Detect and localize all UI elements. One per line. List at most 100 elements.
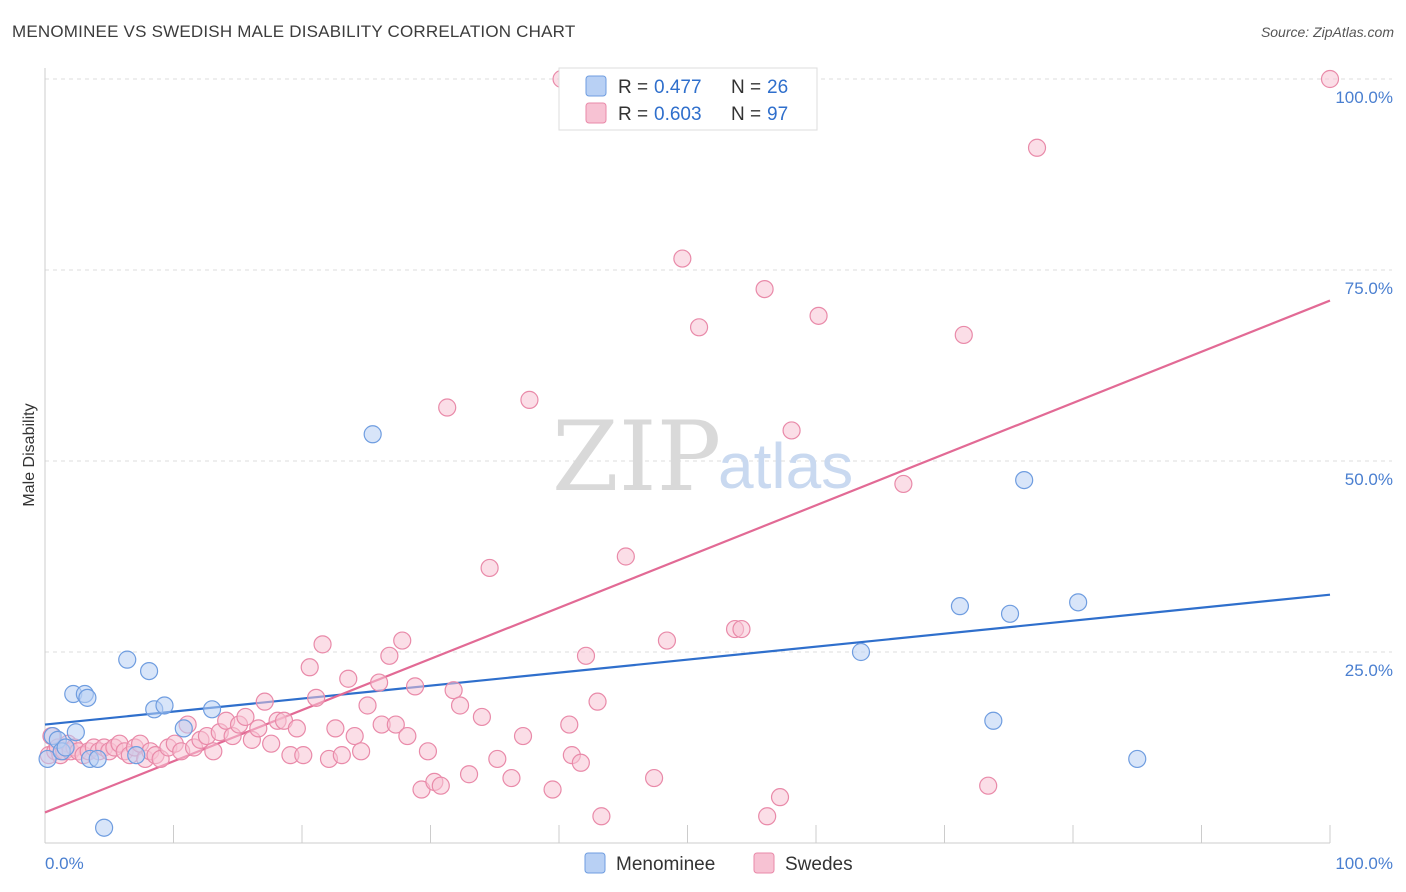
swedes-point-47	[294, 746, 313, 765]
menominee-point-24	[1015, 471, 1034, 490]
swedes-point-54	[339, 669, 358, 688]
y-tick-label-50: 50.0%	[1345, 470, 1393, 489]
swedes-point-57	[358, 696, 377, 715]
menominee-points	[38, 425, 1147, 837]
menominee-point-10	[88, 749, 107, 769]
swedes-point-90	[673, 249, 692, 268]
correlation-legend: R = 0.477 N = 26 R = 0.603 N = 97	[558, 67, 818, 131]
menominee-point-25	[1069, 593, 1088, 612]
legend-n-value-pink: 97	[767, 104, 788, 125]
gridlines	[45, 78, 1392, 653]
menominee-point-12	[118, 650, 137, 669]
menominee-point-17	[174, 719, 193, 738]
legend-r-label-blue: R =	[618, 77, 648, 98]
swedes-point-62	[393, 631, 412, 650]
swedes-point-50	[313, 635, 332, 654]
legend-swatch-blue	[585, 75, 607, 97]
swedes-point-99	[894, 474, 913, 494]
watermark-atlas: atlas	[718, 430, 853, 502]
swedes-point-86	[592, 807, 611, 826]
menominee-point-8	[78, 688, 97, 707]
swedes-point-60	[380, 646, 399, 665]
menominee-point-14	[139, 661, 159, 681]
swedes-point-81	[560, 715, 579, 734]
y-axis-tick-labels: 25.0% 50.0% 75.0% 100.0%	[1335, 88, 1393, 680]
menominee-trend-line	[44, 593, 1331, 726]
menominee-point-0	[38, 749, 57, 769]
menominee-point-21	[950, 597, 970, 616]
swedes-point-95	[758, 807, 777, 826]
bottom-legend-label-swedes: Swedes	[785, 854, 853, 875]
swedes-point-70	[444, 681, 463, 700]
menominee-point-16	[155, 696, 174, 715]
x-tick-label-min: 0.0%	[45, 854, 84, 873]
swedes-point-72	[459, 765, 479, 784]
swedes-point-84	[576, 646, 596, 665]
swedes-point-101	[979, 776, 998, 795]
x-tick-label-max: 100.0%	[1335, 854, 1393, 873]
swedes-point-98	[809, 306, 828, 325]
menominee-point-22	[984, 711, 1003, 730]
menominee-point-20	[851, 642, 871, 662]
swedes-point-76	[502, 768, 521, 788]
swedes-point-74	[480, 558, 499, 578]
menominee-point-13	[127, 746, 146, 765]
menominee-point-26	[1128, 749, 1147, 769]
swedes-point-79	[543, 780, 562, 799]
swedes-point-77	[513, 726, 533, 746]
menominee-point-4	[56, 738, 75, 757]
swedes-point-61	[386, 715, 405, 734]
legend-r-value-pink: 0.603	[654, 104, 702, 125]
swedes-point-42	[262, 734, 281, 753]
swedes-point-69	[438, 398, 457, 417]
swedes-point-87	[616, 547, 635, 566]
swedes-point-66	[418, 742, 438, 761]
menominee-point-23	[1000, 604, 1020, 623]
bottom-legend-label-menominee: Menominee	[616, 854, 715, 875]
menominee-point-6	[66, 723, 85, 742]
x-axis-ticks	[44, 825, 1331, 843]
y-tick-label-25: 25.0%	[1345, 661, 1393, 680]
swedes-point-91	[689, 318, 709, 337]
menominee-point-18	[202, 700, 222, 719]
swedes-point-97	[782, 421, 801, 440]
swedes-point-102	[1027, 138, 1047, 157]
swedes-point-73	[472, 707, 491, 727]
swedes-point-78	[520, 390, 539, 409]
swedes-point-48	[300, 658, 319, 677]
swedes-point-56	[352, 742, 371, 761]
y-axis-title: Male Disability	[21, 403, 38, 506]
swedes-point-33	[204, 742, 223, 761]
swedes-point-83	[571, 753, 590, 772]
swedes-point-55	[345, 726, 364, 746]
swedes-point-58	[370, 673, 389, 692]
menominee-point-11	[95, 818, 114, 837]
y-tick-label-100: 100.0%	[1335, 88, 1393, 107]
swedes-point-38	[236, 707, 255, 727]
legend-n-label-blue: N =	[731, 77, 761, 98]
swedes-point-40	[249, 719, 268, 738]
swedes-point-46	[287, 719, 306, 738]
swedes-point-85	[588, 692, 607, 711]
legend-n-value-blue: 26	[767, 77, 788, 98]
bottom-legend-swatch-swedes	[753, 852, 775, 874]
series-legend: Menominee Swedes	[584, 852, 853, 875]
swedes-point-49	[307, 688, 326, 707]
watermark-zip: ZIP	[552, 401, 721, 513]
swedes-point-63	[398, 726, 417, 746]
y-tick-label-75: 75.0%	[1345, 279, 1393, 298]
swedes-point-52	[326, 719, 345, 738]
swedes-point-89	[657, 631, 677, 650]
swedes-point-96	[770, 788, 790, 807]
swedes-point-68	[431, 776, 450, 795]
legend-r-value-blue: 0.477	[654, 77, 702, 98]
legend-swatch-pink	[585, 102, 607, 124]
swedes-point-71	[450, 696, 470, 715]
swedes-point-103	[1320, 69, 1340, 89]
swedes-point-75	[488, 749, 507, 769]
swedes-point-53	[332, 746, 351, 765]
swedes-point-88	[644, 768, 664, 788]
swedes-point-41	[255, 692, 274, 711]
swedes-point-100	[954, 325, 973, 345]
